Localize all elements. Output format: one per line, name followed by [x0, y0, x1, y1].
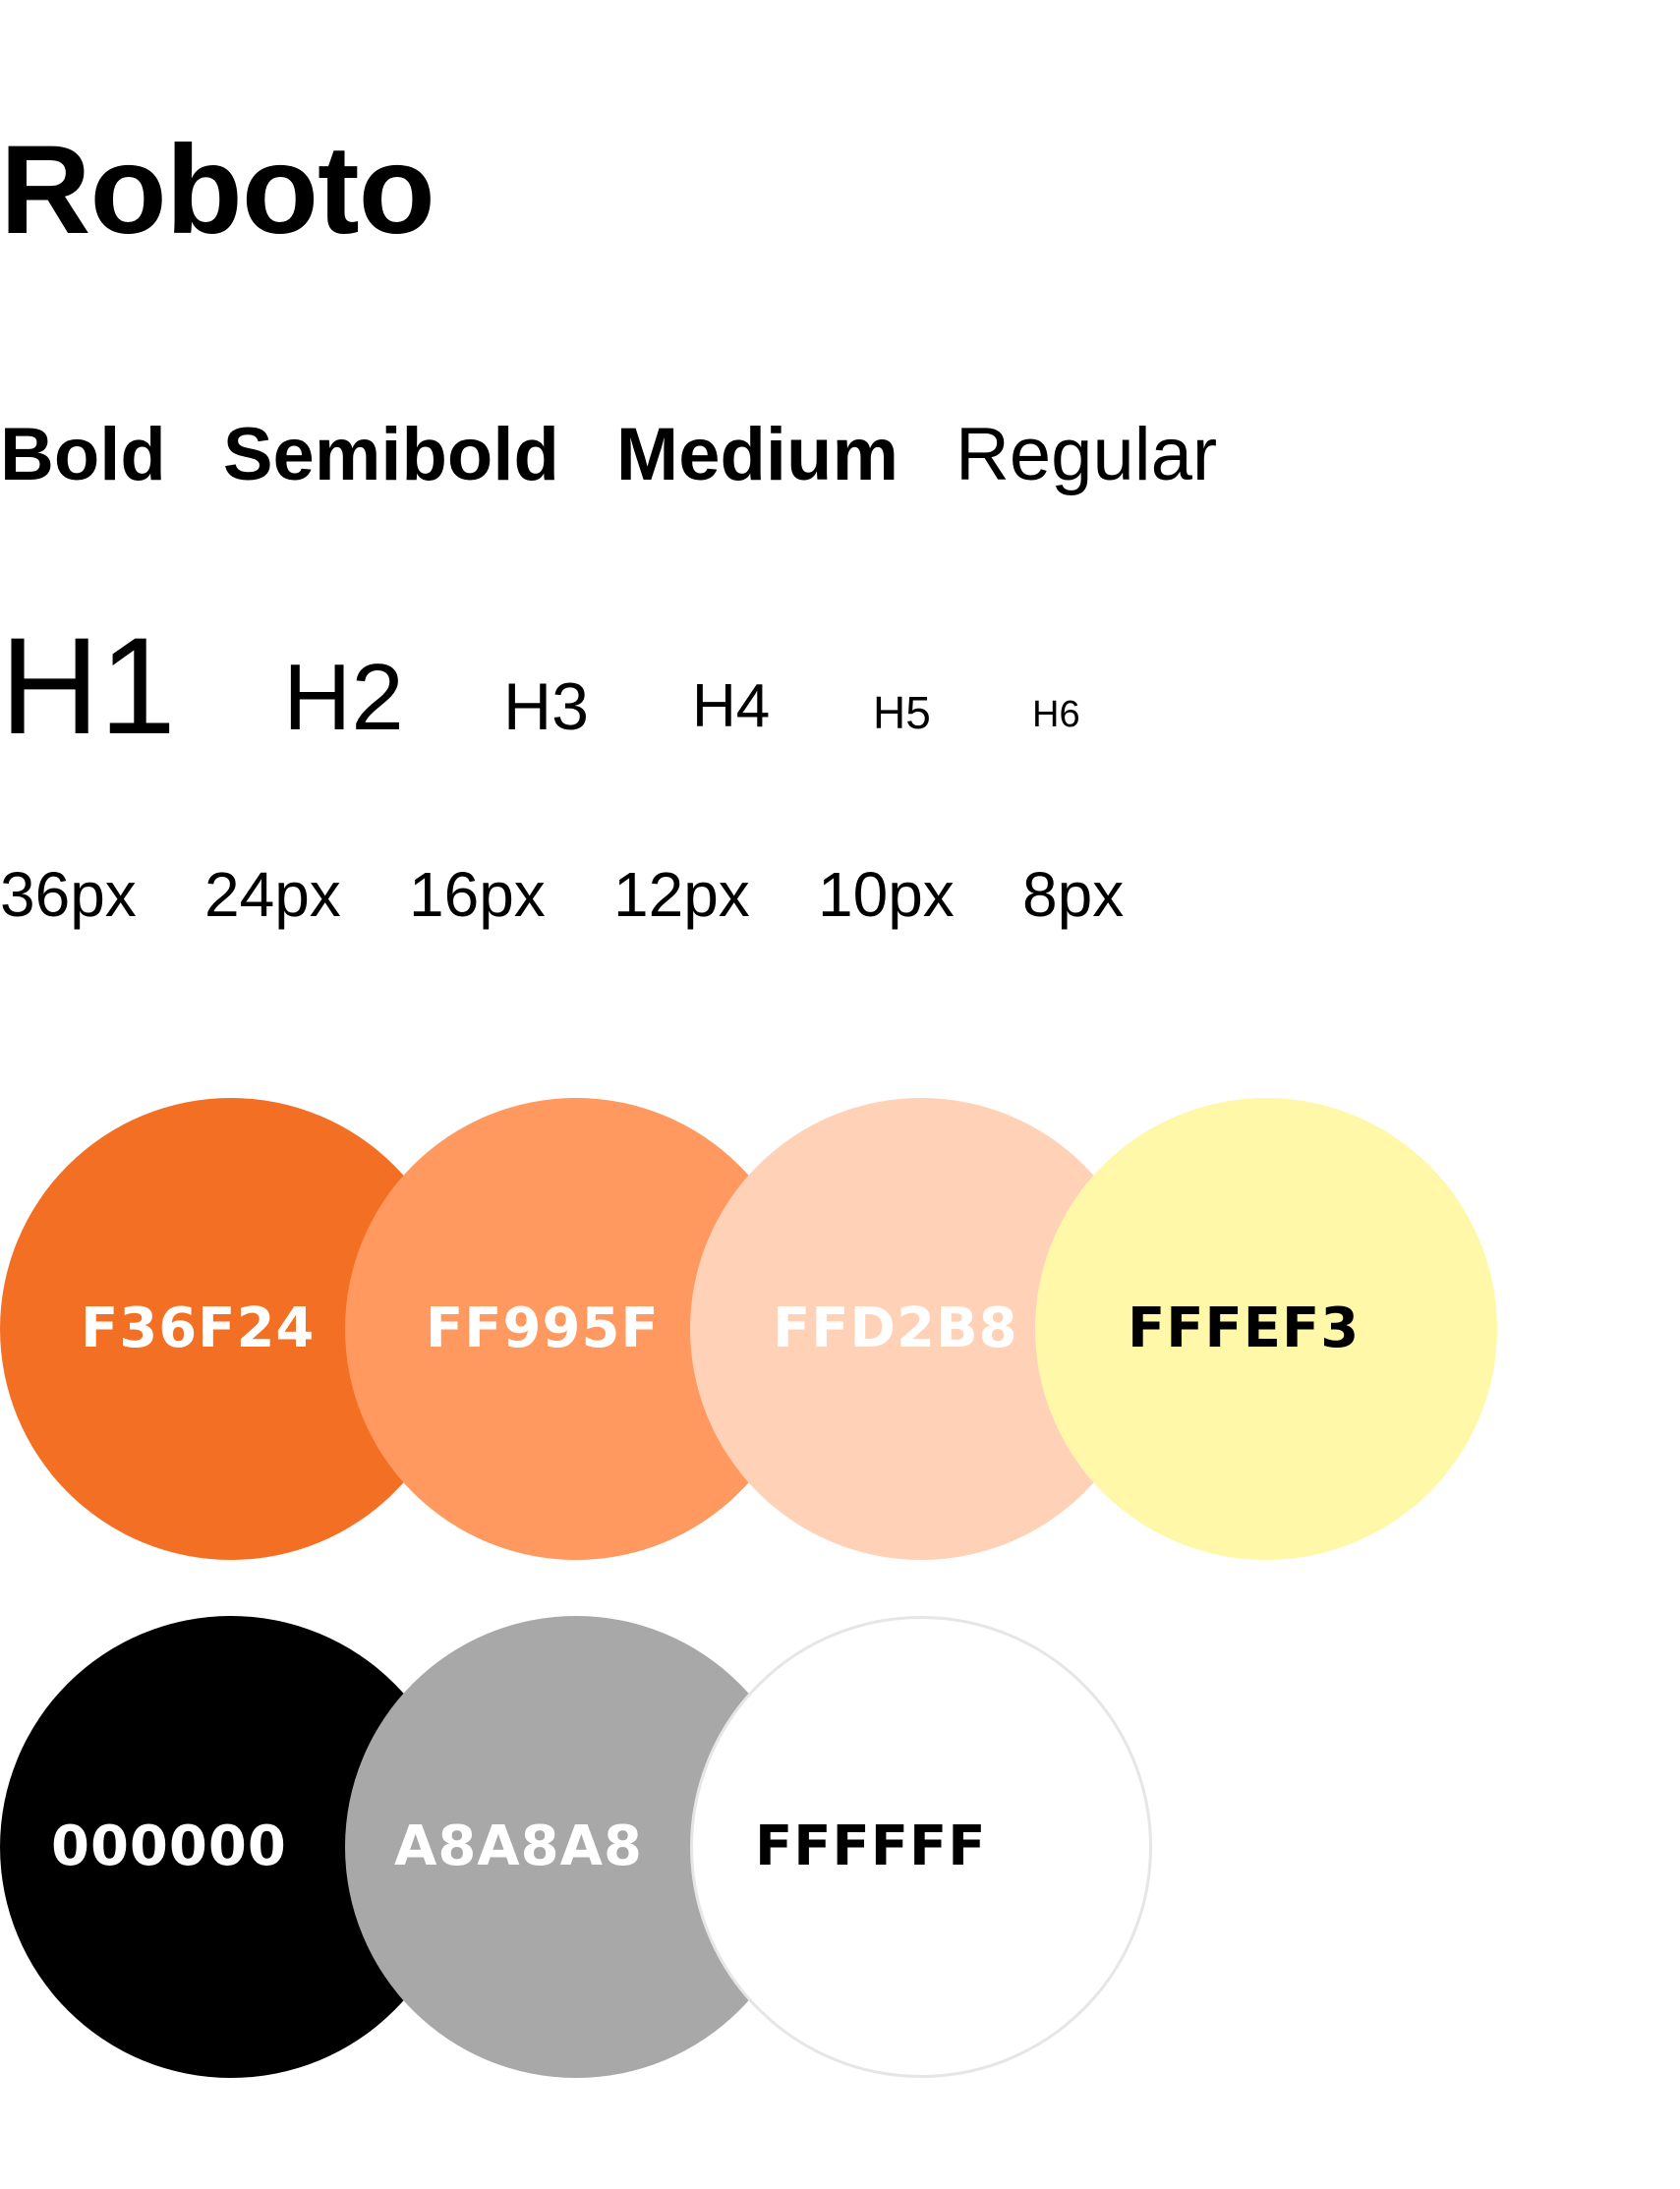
size-36px: 36px: [0, 859, 137, 930]
size-8px: 8px: [1022, 859, 1125, 930]
swatch-label: FF995F: [426, 1296, 660, 1360]
color-swatch-fffef3: FFFEF3: [1035, 1098, 1497, 1560]
font-weights-row: Bold Semibold Medium Regular: [0, 411, 1217, 499]
heading-h4-sample: H4: [692, 672, 771, 740]
color-swatch-ffffff: FFFFFF: [690, 1616, 1152, 2078]
font-family-title: Roboto: [0, 120, 435, 260]
size-16px: 16px: [409, 859, 546, 930]
heading-h5-sample: H5: [873, 687, 931, 738]
weight-bold: Bold: [0, 413, 166, 496]
swatch-label: A8A8A8: [394, 1815, 643, 1878]
weight-semibold: Semibold: [222, 413, 559, 496]
weight-medium: Medium: [615, 413, 899, 496]
swatch-label: F36F24: [81, 1296, 316, 1360]
size-12px: 12px: [613, 859, 750, 930]
size-10px: 10px: [818, 859, 955, 930]
heading-h3-sample: H3: [503, 669, 589, 744]
swatch-label: FFFEF3: [1128, 1296, 1361, 1360]
swatch-label: FFD2B8: [773, 1296, 1018, 1360]
size-24px: 24px: [204, 859, 341, 930]
heading-h6-sample: H6: [1032, 694, 1080, 735]
heading-h2-sample: H2: [283, 645, 404, 750]
heading-h1-sample: H1: [0, 608, 176, 763]
swatch-label: FFFFFF: [755, 1815, 987, 1878]
weight-regular: Regular: [956, 413, 1218, 496]
swatch-label: 000000: [51, 1815, 287, 1878]
